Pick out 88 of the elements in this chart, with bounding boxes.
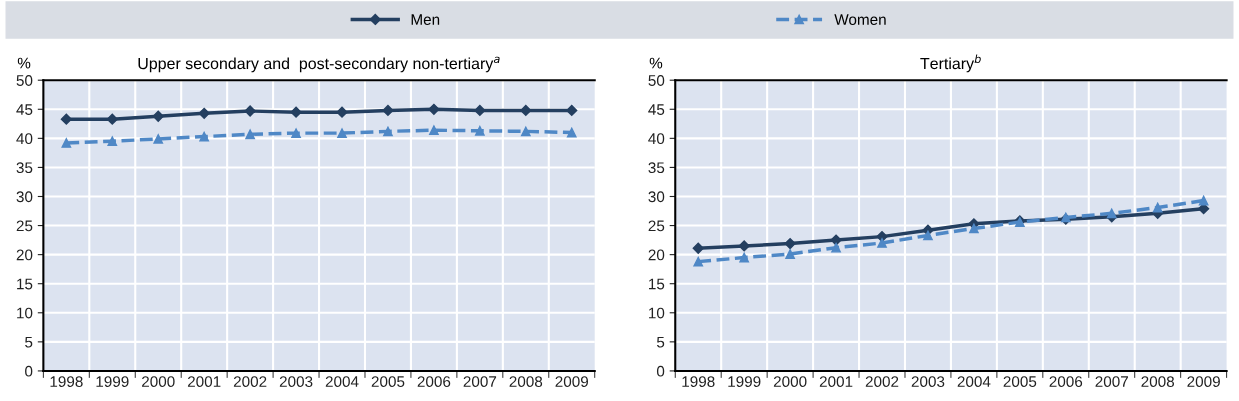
x-tick-label: 2001 xyxy=(187,376,221,388)
point xyxy=(474,125,485,136)
x-tick-label: 1998 xyxy=(682,376,715,388)
point xyxy=(923,230,933,241)
point xyxy=(830,234,842,246)
y-axis-title: % xyxy=(649,57,663,69)
chart-title: Upper secondary and post-secondary non-tertiary$^{a}$ xyxy=(138,56,500,73)
y-tick-label: 40 xyxy=(648,133,665,145)
point xyxy=(382,104,394,117)
y-tick-label: 45 xyxy=(648,104,665,115)
x-tick-label: 2005 xyxy=(371,376,405,388)
y-tick-label: 30 xyxy=(648,191,665,203)
y-tick-label: 50 xyxy=(648,75,665,86)
point xyxy=(336,106,348,118)
x-tick-label: 2006 xyxy=(417,376,451,388)
x-tick-label: 2006 xyxy=(1049,376,1083,388)
y-tick-label: 15 xyxy=(649,278,665,290)
legend-label: Men xyxy=(411,14,440,25)
x-tick-label: 1998 xyxy=(50,376,83,388)
point xyxy=(429,125,439,136)
x-tick-label: 2007 xyxy=(463,376,497,388)
point xyxy=(566,104,578,117)
point xyxy=(693,256,704,267)
point xyxy=(520,126,531,137)
y-tick-label: 0 xyxy=(656,365,665,377)
point xyxy=(152,110,164,122)
point xyxy=(337,128,347,138)
y-tick-label: 25 xyxy=(16,220,33,232)
point xyxy=(1152,202,1163,213)
x-tick-label: 2008 xyxy=(509,376,543,388)
point xyxy=(198,107,210,119)
point xyxy=(106,113,118,125)
x-tick-label: 2004 xyxy=(957,376,991,388)
point xyxy=(244,105,256,117)
point xyxy=(969,223,979,234)
x-tick-label: 2002 xyxy=(865,376,899,388)
point xyxy=(877,238,887,248)
point xyxy=(291,128,301,138)
y-tick-label: 20 xyxy=(16,249,33,261)
point xyxy=(60,113,72,125)
x-tick-label: 2002 xyxy=(233,376,267,388)
x-tick-label: 2009 xyxy=(1187,376,1220,388)
point xyxy=(692,242,704,254)
y-tick-label: 25 xyxy=(648,220,665,232)
point xyxy=(474,104,486,117)
y-tick-label: 15 xyxy=(17,278,33,290)
y-tick-label: 40 xyxy=(16,133,33,145)
y-tick-label: 35 xyxy=(648,162,665,174)
x-tick-label: 1999 xyxy=(96,376,129,388)
y-tick-label: 5 xyxy=(25,336,33,348)
point xyxy=(290,106,302,118)
x-tick-label: 2000 xyxy=(142,376,175,388)
y-tick-label: 50 xyxy=(16,75,33,86)
x-tick-label: 2001 xyxy=(819,376,853,388)
point xyxy=(566,127,577,138)
x-tick-label: 2004 xyxy=(325,376,359,388)
y-tick-label: 45 xyxy=(16,104,33,115)
point xyxy=(107,136,118,147)
x-tick-label: 2007 xyxy=(1095,376,1128,388)
x-tick-label: 2003 xyxy=(279,376,313,388)
y-tick-label: 30 xyxy=(16,191,33,203)
y-tick-label: 10 xyxy=(649,307,665,319)
y-tick-label: 20 xyxy=(648,249,665,261)
point xyxy=(738,240,750,252)
point xyxy=(383,126,393,137)
point xyxy=(153,134,164,144)
point xyxy=(739,252,750,263)
point xyxy=(245,129,255,140)
point xyxy=(199,131,210,142)
x-tick-label: 2009 xyxy=(555,376,589,388)
x-tick-label: 1999 xyxy=(728,376,761,388)
y-tick-label: 0 xyxy=(25,365,33,377)
point xyxy=(785,249,795,259)
point xyxy=(428,103,440,115)
legend-label: Women xyxy=(834,14,886,25)
x-tick-label: 2008 xyxy=(1141,376,1175,388)
point xyxy=(1198,195,1209,206)
x-tick-label: 2005 xyxy=(1003,376,1037,388)
y-tick-label: 5 xyxy=(656,336,665,348)
point xyxy=(1106,208,1117,219)
y-axis-title: % xyxy=(17,57,31,69)
x-tick-label: 2000 xyxy=(773,376,807,388)
y-tick-label: 35 xyxy=(16,162,33,174)
point xyxy=(61,138,72,148)
x-tick-label: 2003 xyxy=(911,376,945,388)
y-tick-label: 10 xyxy=(17,307,33,319)
chart-title: Tertiary$^{b}$ xyxy=(920,54,981,73)
point xyxy=(831,242,841,253)
